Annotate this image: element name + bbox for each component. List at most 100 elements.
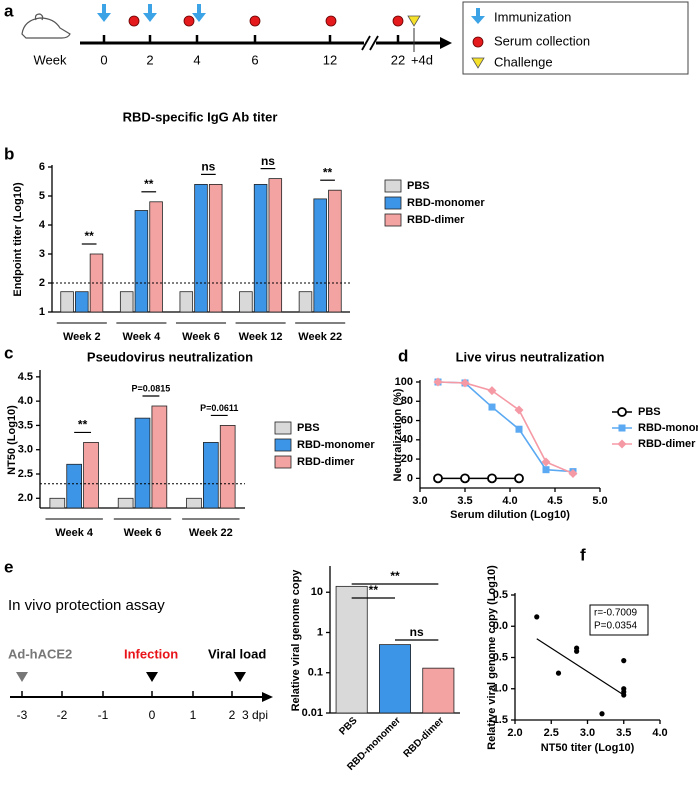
legend-swatch: [274, 421, 292, 435]
bar: [208, 183, 223, 313]
marker: [487, 386, 497, 396]
point: [534, 614, 540, 620]
y-tick-label: 10: [311, 586, 323, 598]
tick-label: 4: [193, 52, 200, 67]
sig-label: **: [78, 418, 88, 432]
bar: [313, 198, 327, 313]
marker: [515, 425, 523, 433]
legend-swatch: [384, 196, 402, 210]
chart-title: Live virus neutralization: [456, 349, 605, 364]
tick-label: 0: [100, 52, 107, 67]
bar: [253, 183, 268, 313]
point: [621, 658, 627, 664]
bar: [422, 667, 455, 714]
y-tick-label: 6: [39, 161, 45, 173]
bar: [66, 463, 82, 509]
bar: [75, 291, 89, 313]
sig-label: **: [144, 177, 154, 191]
series-line: [437, 381, 574, 475]
legend-label: RBD-dimer: [297, 456, 355, 468]
y-tick-label: 0.0: [493, 620, 508, 632]
y-tick-label: 20: [401, 453, 413, 465]
bar: [239, 291, 253, 313]
marker: [618, 424, 626, 432]
bar: [49, 497, 66, 509]
x-tick-label: Week 12: [239, 331, 283, 343]
fit-line: [536, 638, 625, 696]
y-tick-label: 4.5: [18, 371, 33, 383]
panel-label: b: [4, 144, 14, 163]
bar: [119, 291, 134, 313]
y-tick-label: -1.0: [489, 683, 508, 695]
tick-label: 6: [251, 52, 258, 67]
y-tick-label: 1: [317, 626, 323, 638]
x-tick-label: Week 4: [123, 331, 162, 343]
sig-label: ns: [261, 154, 275, 168]
timeline-a: Week 0 2 4 6 12 22 +4d Immunization Seru…: [21, 1, 689, 75]
bar: [151, 405, 168, 509]
legend-icon: [476, 8, 480, 17]
legend-swatch: [384, 179, 402, 193]
y-tick-label: 3.5: [18, 419, 33, 431]
y-tick-label: 80: [401, 395, 413, 407]
x-tick-label: 3.5: [616, 727, 631, 739]
x-tick-label: 3.5: [457, 495, 472, 507]
timeline-e: In vivo protection assay Ad-hACE2 Infect…: [8, 597, 273, 722]
legend-label: Immunization: [494, 9, 571, 24]
chart-title: Pseudovirus neutralization: [87, 349, 253, 364]
tick-label: -3: [17, 708, 28, 722]
challenge-marker: [407, 15, 421, 27]
point: [621, 689, 627, 695]
bar: [378, 644, 411, 714]
axis-label: Week: [34, 52, 67, 67]
arrow-head: [262, 692, 273, 702]
y-tick-label: 2.0: [18, 492, 33, 504]
tick-label: 22: [391, 52, 405, 67]
y-axis-label: Neutralization (%): [392, 388, 404, 481]
y-tick-label: 3: [39, 248, 45, 260]
point: [599, 711, 605, 717]
bar: [328, 189, 342, 313]
panel-label: c: [4, 343, 13, 362]
y-tick-label: 0.5: [493, 589, 508, 601]
bar: [149, 201, 163, 313]
week-ticks: [102, 35, 400, 43]
axis-break: [369, 35, 379, 51]
x-tick-label: Week 6: [182, 331, 220, 343]
tick-label: 1: [190, 708, 197, 722]
bar: [117, 497, 134, 509]
y-tick-label: 2.5: [18, 468, 33, 480]
panel-label: f: [580, 545, 586, 564]
point: [555, 670, 562, 676]
annotation-box: [589, 604, 649, 636]
chart-title: RBD-specific IgG Ab titer: [123, 109, 278, 124]
legend-label: RBD-monomer: [297, 439, 375, 451]
legend-label: Serum collection: [494, 33, 590, 48]
sig-label: P=0.0815: [132, 383, 171, 393]
y-axis-label: Relative viral genome copy: [290, 569, 302, 712]
y-axis-label: Relative viral genome copy (Log10): [486, 565, 498, 750]
bar: [60, 291, 74, 313]
x-tick-label: Week 2: [63, 331, 101, 343]
event-label: Infection: [124, 646, 178, 661]
annotation: r=-0.7009: [594, 608, 638, 619]
bar: [179, 291, 194, 313]
x-tick-label: Week 22: [298, 331, 342, 343]
tick-label: 2: [229, 708, 236, 722]
sig-label: P=0.0611: [200, 403, 238, 413]
bar: [203, 442, 219, 509]
panel-label: a: [4, 1, 14, 20]
event-label: Ad-hACE2: [8, 646, 72, 661]
serum-dots: [128, 15, 404, 27]
marker: [514, 473, 524, 484]
event-label: Viral load: [208, 646, 266, 661]
x-tick-label: 4.0: [652, 727, 667, 739]
legend-label: PBS: [638, 406, 661, 418]
sig-label: **: [390, 569, 400, 583]
bar: [298, 291, 313, 313]
y-tick-label: 4: [39, 219, 46, 231]
y-tick-label: 60: [401, 414, 413, 426]
marker: [460, 378, 470, 388]
panel-label: e: [4, 557, 13, 576]
